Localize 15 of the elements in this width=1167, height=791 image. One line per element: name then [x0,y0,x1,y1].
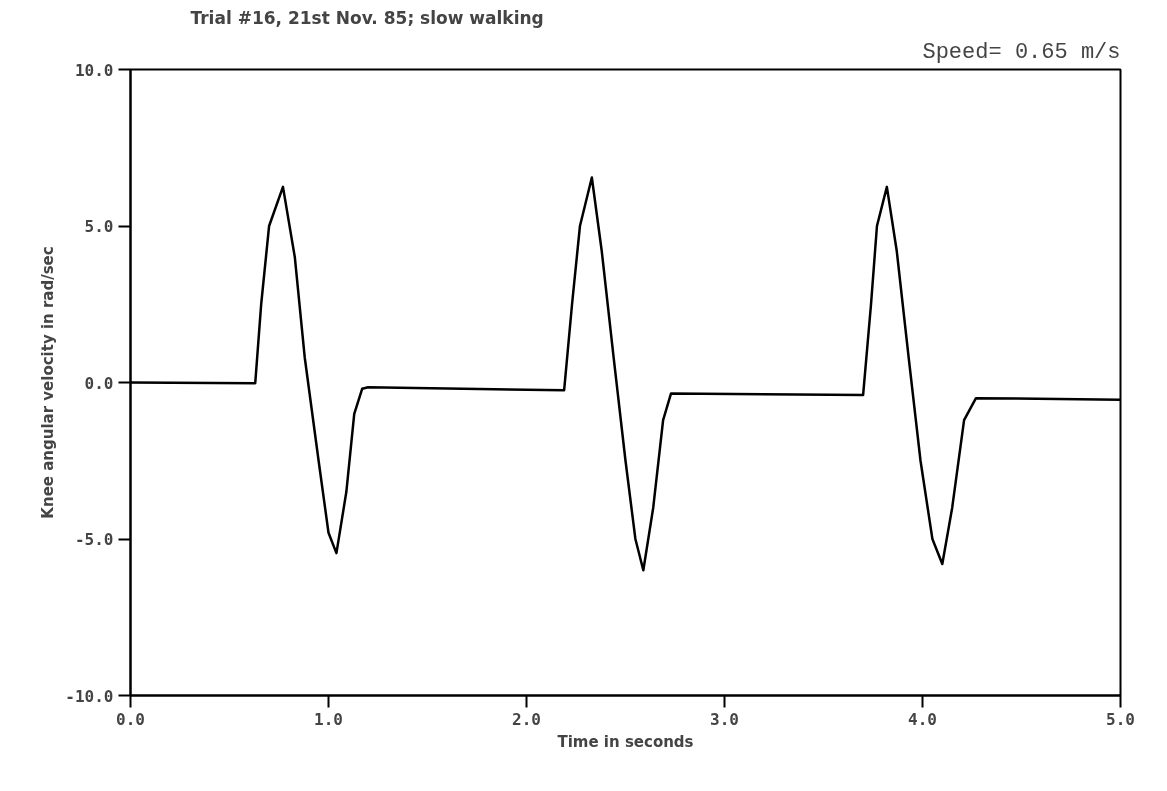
x-tick-label: 5.0 [1106,709,1135,729]
x-tick-label: 3.0 [710,709,739,729]
y-tick-label: 0.0 [84,373,114,393]
x-tick-label: 0.0 [116,709,145,729]
y-tick-label: 5.0 [84,217,114,236]
x-tick-label: 4.0 [908,709,937,729]
chart-subtitle: Speed= 0.65 m/s [922,39,1121,65]
y-axis-title: Knee angular velocity in rad/sec [39,246,58,519]
x-tick-label: 1.0 [314,709,343,729]
chart-title: Trial #16, 21st Nov. 85; slow walking [190,7,544,28]
y-tick-label: -10.0 [65,686,114,706]
y-tick-label: 10.0 [74,60,114,80]
x-axis-title: Time in seconds [557,732,694,751]
y-tick-label: -5.0 [74,530,114,549]
x-tick-label: 2.0 [512,709,541,729]
